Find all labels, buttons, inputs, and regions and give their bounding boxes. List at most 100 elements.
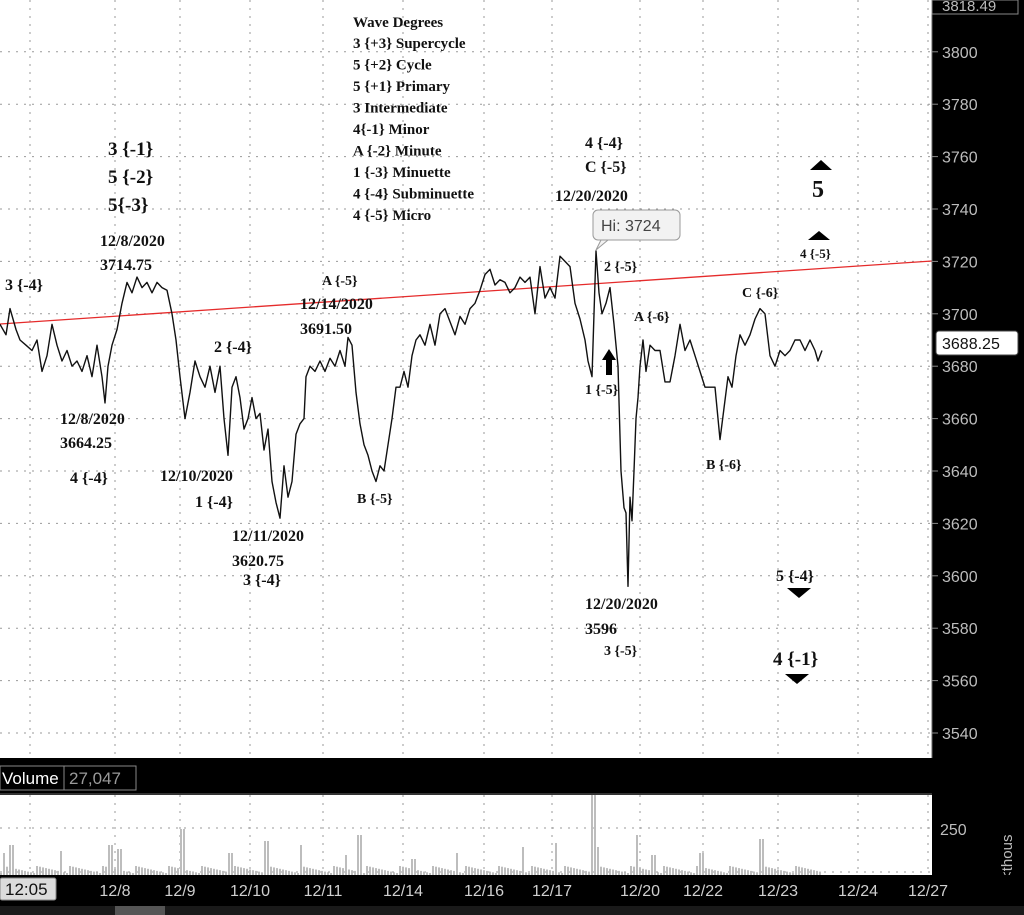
volume-bar — [531, 866, 533, 875]
volume-bar — [24, 870, 26, 875]
volume-bar — [504, 867, 506, 875]
volume-bar — [126, 871, 128, 875]
volume-bar — [117, 849, 119, 875]
volume-bar — [657, 872, 659, 875]
price-tick-label: 3680 — [942, 359, 978, 376]
volume-bar — [645, 869, 647, 875]
volume-bar — [681, 870, 683, 875]
volume-bar — [90, 870, 92, 875]
volume-bar — [171, 866, 173, 875]
volume-bar — [99, 873, 101, 875]
volume-bar — [669, 867, 671, 875]
volume-bar — [174, 867, 176, 875]
volume-bar — [207, 867, 209, 875]
volume-bar — [630, 866, 632, 875]
wave-annotations: Wave Degrees 3 {+3} Supercycle 5 {+2} Cycl… — [5, 15, 831, 670]
volume-bar — [543, 868, 545, 875]
volume-bar — [768, 867, 770, 875]
volume-bar — [408, 868, 410, 875]
volume-bar — [129, 872, 131, 875]
volume-bar — [744, 869, 746, 875]
volume-bar — [189, 870, 191, 875]
volume-bar — [306, 867, 308, 875]
volume-bar — [336, 866, 338, 875]
volume-bar — [453, 870, 455, 875]
scroll-strip[interactable] — [0, 906, 1024, 915]
volume-bar — [51, 869, 53, 875]
volume-bar — [48, 868, 50, 875]
volume-bar — [249, 869, 251, 875]
volume-bar — [735, 867, 737, 875]
volume-bar — [537, 867, 539, 875]
annotation-label_1m5: 1 {-5} — [585, 383, 619, 398]
annotation-date_1220_top: 12/20/2020 — [555, 188, 628, 205]
volume-bar — [255, 870, 257, 875]
date-axis-ticks: 12/712/812/912/1012/1112/1412/1612/1712/… — [14, 883, 948, 900]
volume-bar — [672, 868, 674, 875]
volume-bar — [750, 870, 752, 875]
volume-bar — [432, 866, 434, 875]
annotation-top_left_3: 5{-3} — [108, 195, 148, 216]
volume-bar — [75, 867, 77, 875]
time-badge — [0, 877, 57, 901]
volume-bar — [399, 866, 401, 875]
last-price-badge — [935, 330, 1019, 356]
volume-bar — [618, 870, 620, 875]
volume-header — [0, 762, 932, 794]
volume-bar — [219, 870, 221, 875]
volume-bar — [54, 870, 56, 875]
volume-bars — [0, 795, 821, 875]
volume-value: 27,047 — [69, 769, 121, 788]
volume-bar — [135, 866, 137, 875]
volume-bar — [183, 829, 185, 875]
volume-bar — [486, 870, 488, 875]
annotation-label_5m4: 5 {-4} — [776, 568, 814, 585]
annotation-top_mid_2: C {-5} — [585, 159, 627, 176]
volume-bar — [696, 866, 698, 875]
volume-bar — [366, 866, 368, 875]
volume-bar — [192, 871, 194, 875]
volume-bar — [78, 868, 80, 875]
volume-bar — [348, 869, 350, 875]
volume-bar — [402, 866, 404, 875]
annotation-val_1220_lo: 3596 — [585, 621, 617, 638]
volume-label-box[interactable] — [0, 765, 65, 791]
top-price-badge — [931, 0, 1019, 15]
volume-bar — [186, 870, 188, 875]
volume-bar — [195, 872, 197, 875]
volume-bar — [753, 871, 755, 875]
volume-bar — [30, 872, 32, 875]
price-tick-label: 3580 — [942, 621, 978, 638]
volume-bar — [315, 869, 317, 875]
volume-bar — [147, 868, 149, 875]
annotation-label_4m4: 4 {-4} — [70, 470, 108, 487]
volume-bar — [417, 870, 419, 875]
volume-bar — [267, 841, 269, 875]
price-panel — [0, 0, 932, 758]
price-series-line — [0, 250, 823, 587]
volume-bar — [369, 866, 371, 875]
volume-bar — [597, 847, 599, 875]
volume-bar — [84, 869, 86, 875]
trendline — [0, 260, 933, 325]
volume-bar — [714, 870, 716, 875]
volume-bar — [636, 835, 638, 875]
price-tick-label: 3660 — [942, 412, 978, 429]
volume-bar — [762, 839, 764, 875]
volume-bar — [477, 868, 479, 875]
volume-bar — [282, 869, 284, 875]
volume-bar — [642, 868, 644, 875]
volume-bar — [285, 870, 287, 875]
wave-degree-line: 5 {+1} Primary — [353, 79, 451, 95]
annotation-wave_title: Wave Degrees — [353, 15, 443, 31]
volume-bar — [144, 868, 146, 875]
volume-bar — [324, 871, 326, 875]
volume-bar — [225, 871, 227, 875]
volume-bar — [666, 866, 668, 875]
volume-bar — [354, 870, 356, 875]
top-price-badge-text: 3818.49 — [942, 0, 996, 15]
volume-bar — [93, 871, 95, 875]
volume-bar — [450, 870, 452, 875]
scroll-thumb[interactable] — [115, 906, 165, 915]
volume-bar — [141, 867, 143, 875]
